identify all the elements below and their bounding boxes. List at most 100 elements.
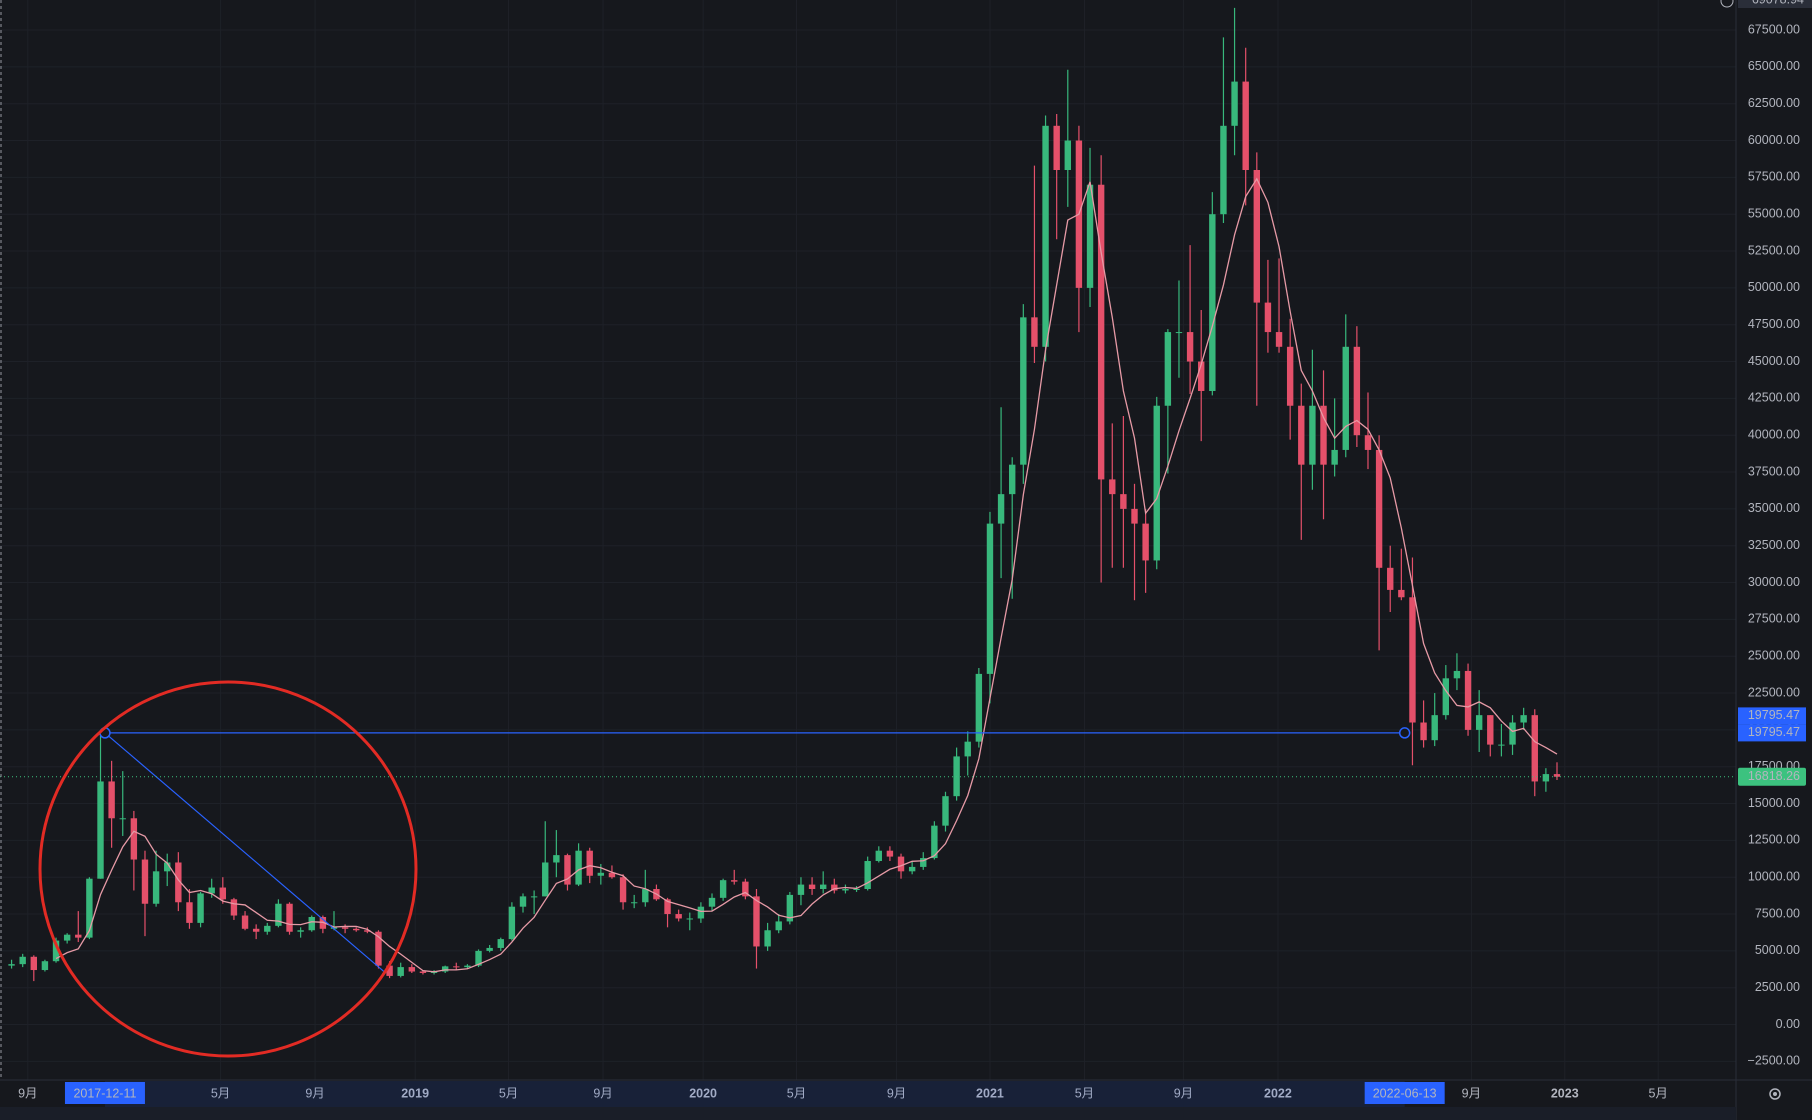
candle-body [686,918,693,920]
candle-body [297,930,304,932]
candle-body [341,927,349,929]
candle-body [1509,722,1516,745]
candle-body [1487,715,1494,745]
candle-body [853,889,860,891]
candle-body [808,884,816,890]
candle-body [30,956,37,971]
candle-body [597,872,605,876]
x-tick-label: 2021 [976,1086,1004,1100]
x-tick-label: 2022 [1264,1086,1292,1100]
candle-body [230,899,238,916]
x-tick-label: 9月 [1174,1086,1193,1100]
y-tick-label: 42500.00 [1748,391,1800,405]
candle-body [786,894,794,922]
price-label: 19795.47 [1748,725,1800,739]
candle-body [453,966,460,968]
x-tick-label: 5月 [1648,1086,1667,1100]
y-tick-label: 0.00 [1776,1017,1800,1031]
candle-body [1286,346,1294,406]
candle-body [63,934,71,941]
candle-body [842,889,849,891]
range-band [104,1081,1405,1107]
y-tick-label: 67500.00 [1748,22,1800,36]
candle-body [1298,405,1305,465]
x-highlight-label: 2017-12-11 [73,1086,136,1100]
candle-body [1464,670,1472,730]
y-tick-label: 2500.00 [1755,980,1800,994]
y-tick-label: 30000.00 [1748,575,1800,589]
candle-body [1064,140,1071,170]
candle-body [775,921,782,931]
candle-body [864,861,871,890]
candle-body [1198,361,1205,392]
candle-body [475,950,482,966]
axes: −2500.00 0.00 2500.00 5000.00 7500.00 10000.0… [18,0,1812,1107]
candle-body [1387,567,1394,590]
settings-icon[interactable] [1769,1088,1781,1100]
x-tick-label: 2020 [689,1086,717,1100]
candle-body [386,965,393,976]
x-highlight-label: 2022-06-13 [1373,1086,1437,1100]
candle-body [931,825,938,859]
candle-body [831,884,838,891]
candle-body [1220,125,1227,215]
candle-body [1375,449,1383,568]
y-tick-label: 15000.00 [1748,796,1800,810]
candle-body [308,917,315,931]
candle-body [1097,184,1105,480]
candle-body [19,956,26,965]
candle-body [252,928,260,932]
candle-body [1475,715,1483,730]
candle-body [141,859,149,904]
candle-body [1231,81,1238,126]
candle-body [1164,332,1172,406]
x-tick-label: 9月 [1462,1086,1481,1100]
x-tick-label: 2023 [1551,1086,1579,1100]
y-tick-label: 12500.00 [1748,833,1800,847]
trend-line [104,732,386,974]
candle-body [1520,715,1527,723]
y-tick-label: 60000.00 [1748,133,1800,147]
candle-body [1020,317,1027,465]
candle-body [630,902,638,904]
moving-average [55,177,1558,973]
candle-body [1398,589,1405,598]
candle-body [942,796,949,826]
gear[interactable] [1769,1088,1781,1100]
candle-body [675,914,682,919]
high-label-box [1738,0,1812,8]
candle-body [152,871,160,904]
candle-body [553,855,560,863]
candle-body [197,893,204,923]
candle-body [964,741,971,757]
candle-body [1209,214,1216,392]
candle-body [497,939,504,948]
candle-body [1142,523,1149,561]
y-tick-label: 47500.00 [1748,317,1800,331]
y-tick-label: 32500.00 [1748,538,1800,552]
candle-body [1186,332,1194,362]
candle-body [219,887,227,900]
y-tick-label: 5000.00 [1755,943,1800,957]
candle-body [130,818,138,860]
candle-body [1253,169,1261,303]
candle-body [908,866,916,872]
y-tick-label: 37500.00 [1748,464,1800,478]
candle-body [441,966,449,972]
candle-body [264,925,271,932]
candle-body [164,862,171,872]
candle-body [397,967,404,976]
candle-body [742,881,749,897]
price-label-box [1738,724,1806,742]
candle-body [886,850,894,857]
gear-center [1773,1092,1777,1096]
x-tick-label: 5月 [499,1086,518,1100]
candle-body [75,934,82,938]
candle-body [275,903,282,926]
candle-body [97,781,104,879]
y-tick-label: 65000.00 [1748,59,1800,73]
candle-body [1531,715,1538,782]
candle-body [1131,508,1138,524]
